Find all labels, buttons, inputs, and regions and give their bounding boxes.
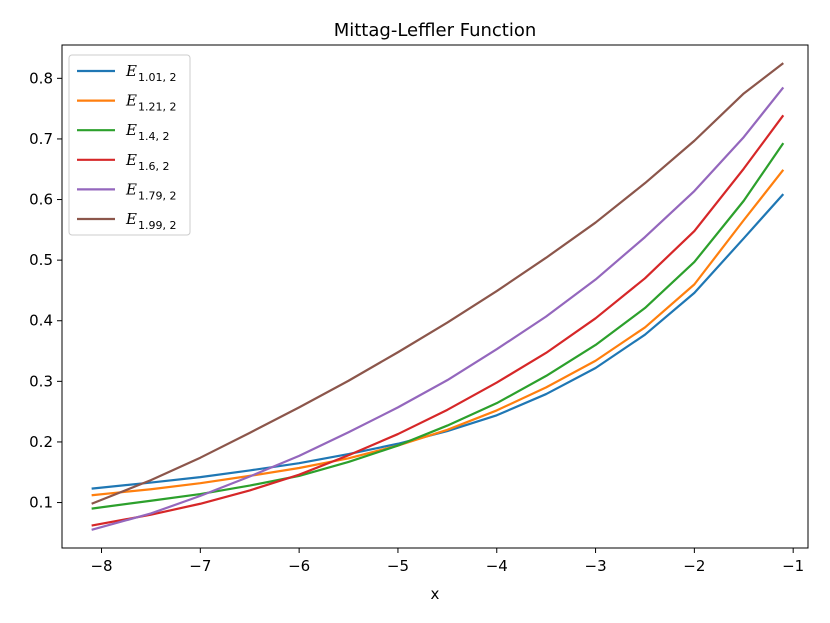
x-tick-label: −7 — [189, 557, 211, 575]
y-tick-label: 0.4 — [29, 312, 53, 330]
x-tick-label: −2 — [683, 557, 705, 575]
y-tick-label: 0.2 — [29, 433, 53, 451]
x-axis: −8 −7 −6 −5 −4 −3 −2 −1 — [90, 548, 804, 575]
y-tick-label: 0.6 — [29, 191, 53, 209]
series-layer — [91, 62, 785, 531]
chart-title: Mittag-Leffler Function — [334, 20, 537, 41]
series-line-2 — [91, 169, 785, 497]
legend: E1.01, 2E1.21, 2E1.4, 2E1.6, 2E1.79, 2E1… — [68, 54, 191, 236]
y-tick-label: 0.7 — [29, 130, 53, 148]
series-line-1 — [91, 193, 785, 490]
x-tick-label: −1 — [782, 557, 804, 575]
x-tick-label: −8 — [90, 557, 112, 575]
y-tick-label: 0.8 — [29, 69, 53, 87]
plot-frame — [61, 44, 809, 549]
y-tick-label: 0.1 — [29, 494, 53, 512]
series-line-4 — [91, 114, 785, 527]
y-axis: 0.1 0.2 0.3 0.4 0.5 0.6 0.7 0.8 — [29, 69, 62, 512]
series-line-5 — [91, 86, 785, 531]
x-tick-label: −5 — [387, 557, 409, 575]
x-axis-label: x — [431, 585, 440, 603]
x-tick-label: −4 — [486, 557, 508, 575]
x-tick-label: −6 — [288, 557, 310, 575]
x-tick-label: −3 — [585, 557, 607, 575]
y-tick-label: 0.5 — [29, 251, 53, 269]
y-tick-label: 0.3 — [29, 372, 53, 390]
series-line-6 — [91, 62, 784, 505]
series-line-3 — [91, 142, 785, 510]
